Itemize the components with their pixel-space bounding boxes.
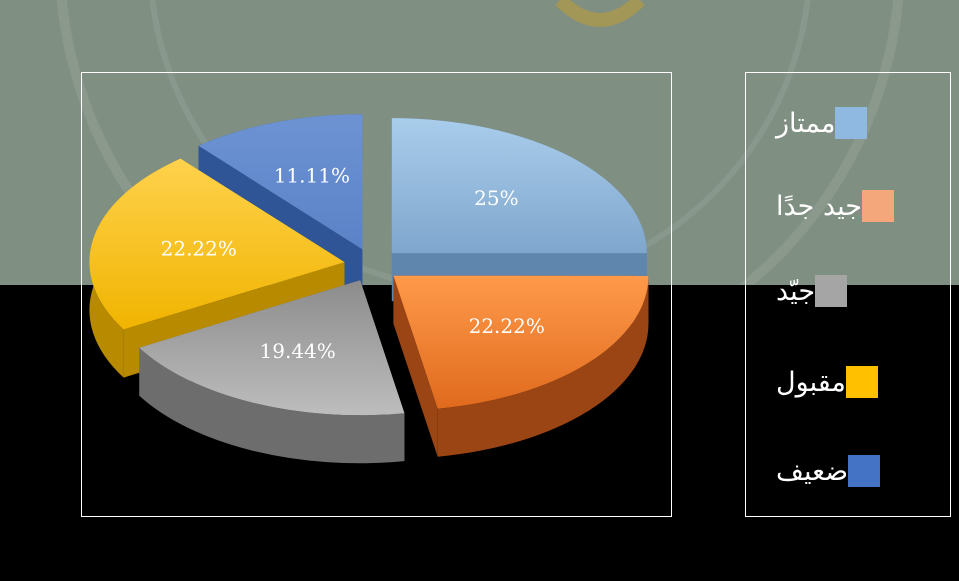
legend-item-very-good: جيد جدًا [746, 186, 950, 226]
pie-slice-weak [198, 114, 363, 298]
pie-slice-side-good [139, 347, 405, 464]
watermark-emblem [555, 0, 645, 27]
legend-label-good: جيّد [776, 275, 816, 307]
legend-swatch-good [815, 275, 848, 307]
pie-slice-top-excellent [391, 118, 647, 254]
pie-slice-side-very-good [437, 275, 649, 457]
pie-slice-top-acceptable [89, 158, 345, 330]
pie-slice-top-very-good [393, 275, 649, 409]
pie-slice-top-good [139, 280, 405, 416]
data-label-good: 19.44% [260, 339, 336, 363]
library-watermark-logo [57, 0, 903, 285]
data-label-very-good: 22.22% [469, 314, 545, 338]
legend-item-weak: ضعيف [746, 451, 950, 491]
pie-slice-very-good [393, 275, 649, 457]
legend-swatch-acceptable [845, 366, 878, 398]
legend-swatch-very-good [861, 190, 894, 222]
legend-label-excellent: ممتاز [776, 107, 836, 139]
data-label-excellent: 25% [474, 186, 518, 210]
legend-label-acceptable: مقبول [776, 366, 846, 398]
pie-slice-top-weak [198, 114, 363, 250]
legend-label-very-good: جيد جدًا [776, 190, 862, 222]
data-label-weak: 11.11% [274, 164, 350, 188]
legend-item-good: جيّد [746, 271, 950, 311]
pie-slice-excellent [391, 118, 647, 302]
plot-area-frame [81, 72, 672, 517]
legend-swatch-weak [848, 455, 881, 487]
pie-slice-good [139, 280, 405, 464]
legend-item-acceptable: مقبول [746, 362, 950, 402]
data-label-acceptable: 22.22% [161, 236, 237, 260]
legend-swatch-excellent [835, 107, 868, 139]
legend-item-excellent: ممتاز [746, 103, 950, 143]
legend-label-weak: ضعيف [776, 455, 849, 487]
pie-slice-edge-very-good-1 [393, 275, 438, 457]
legend: ممتاز جيد جدًا جيّد مقبول ضعيف [745, 72, 951, 517]
